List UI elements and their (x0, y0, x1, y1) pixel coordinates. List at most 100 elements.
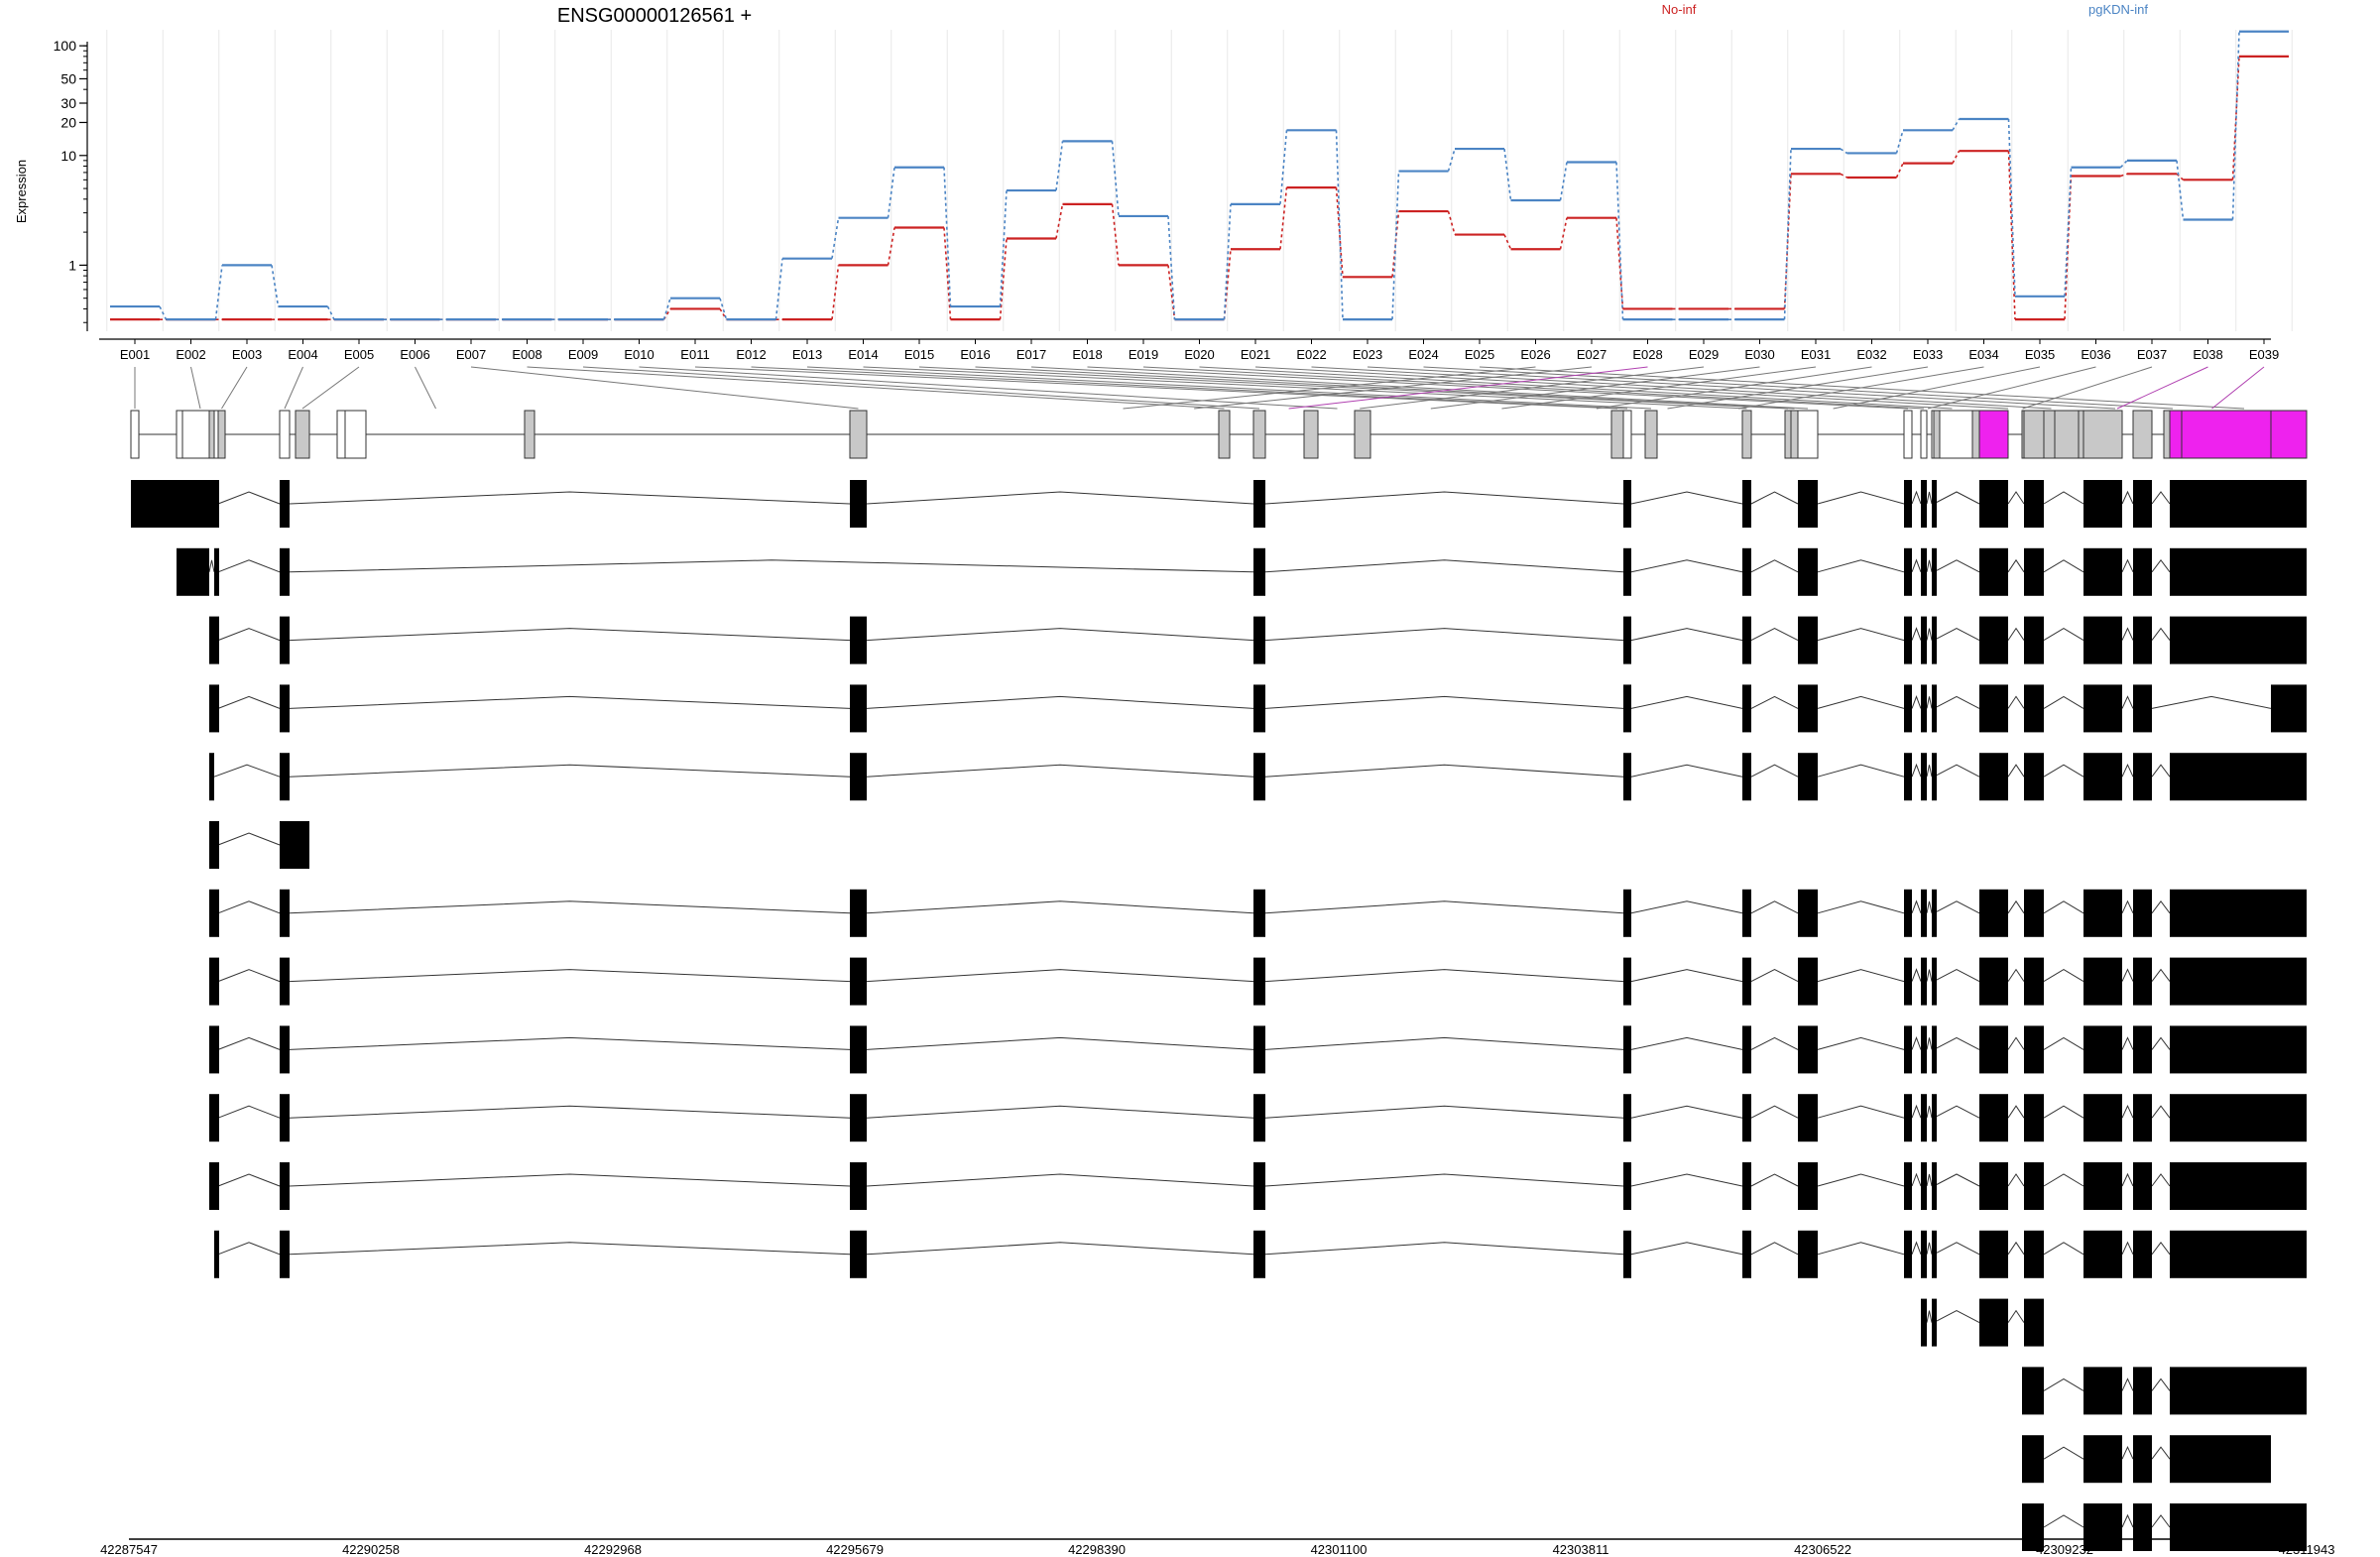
transcript-exon (209, 753, 214, 801)
transcript-exon (2133, 547, 2152, 596)
intron-line (2151, 1036, 2171, 1050)
intron-line (1630, 900, 1743, 914)
series-connector (719, 298, 728, 320)
transcript-exon (850, 616, 867, 664)
transcript-exon (214, 684, 219, 733)
transcript-exon (2133, 1367, 2152, 1415)
exon-connector (1738, 366, 1984, 410)
transcript-exon (1253, 753, 1265, 801)
series-connector (1055, 141, 1064, 191)
gene-model-track (130, 410, 2308, 459)
series-connector (1503, 234, 1512, 250)
exon-connector (751, 366, 1628, 410)
x-tick-label: E028 (1632, 347, 1662, 362)
intron-line (289, 491, 851, 505)
transcript-exon (280, 753, 290, 801)
transcript-exon (850, 889, 867, 937)
transcript-exon (2271, 1094, 2307, 1142)
transcript-exon (2271, 1162, 2307, 1210)
series-lines (110, 30, 2289, 321)
transcript-exon (1932, 684, 1937, 733)
transcript-exon (2024, 1162, 2044, 1210)
intron-line (866, 764, 1254, 778)
y-axis-label: Expression (14, 160, 29, 223)
gene-model-bin (1939, 410, 1973, 459)
intron-line (213, 764, 281, 778)
intron-line (2151, 899, 2171, 914)
y-tick-label: 1 (68, 257, 76, 273)
transcript-exon (850, 1162, 867, 1210)
intron-line (1264, 628, 1624, 642)
gene-model-bin (2054, 410, 2080, 459)
intron-line (1264, 1242, 1624, 1256)
intron-line (2151, 1446, 2171, 1460)
transcript-exon (182, 480, 209, 528)
transcript-exon (1979, 753, 2008, 801)
exon-connector (1087, 366, 1909, 410)
series-connector (2120, 173, 2128, 178)
series-connector (774, 258, 783, 320)
transcript-exon (2271, 957, 2307, 1006)
transcript-exon (2024, 753, 2044, 801)
transcript-exon (2083, 1435, 2122, 1484)
intron-line (289, 559, 1254, 573)
transcript-exon (1253, 957, 1265, 1006)
transcript-exon (1742, 1025, 1751, 1074)
series-connector (831, 217, 840, 259)
transcript-exon (2024, 1230, 2044, 1278)
transcript-exon (1921, 1025, 1927, 1074)
x-tick-label: E008 (512, 347, 541, 362)
intron-line (1630, 695, 1743, 709)
transcript-exon (2271, 547, 2307, 596)
x-tick-label: E014 (848, 347, 878, 362)
gene-model-bin (1252, 410, 1266, 459)
exon-connector (1833, 366, 2041, 410)
series-connector (2231, 31, 2240, 220)
x-tick-label: E004 (288, 347, 317, 362)
x-tick-label: E002 (176, 347, 205, 362)
transcript-exon (1904, 547, 1912, 596)
transcript-exon (1921, 889, 1927, 937)
intron-line (2121, 627, 2134, 641)
intron-line (1911, 763, 1922, 778)
coordinate-tick-label: 42309232 (2036, 1542, 2093, 1557)
intron-line (1933, 1310, 1980, 1324)
gene-model-bin (1790, 410, 1799, 459)
exon-connector (284, 366, 303, 410)
transcript-exon (2083, 1503, 2122, 1551)
transcript-exon (1623, 684, 1631, 733)
intron-line (1630, 491, 1743, 505)
transcript-exon (2271, 1503, 2307, 1551)
transcript-exon (2083, 480, 2122, 528)
transcript-exon (209, 684, 214, 733)
x-tick-label: E024 (1408, 347, 1438, 362)
transcript-exon (2083, 547, 2122, 596)
transcript-tracks (131, 480, 2307, 1551)
x-tick-label: E009 (568, 347, 598, 362)
intron-line (1630, 1036, 1743, 1050)
intron-line (1926, 900, 1933, 913)
intron-line (2007, 627, 2025, 641)
transcript-exon (280, 547, 290, 596)
transcript-exon (2024, 684, 2044, 733)
intron-line (1911, 490, 1922, 505)
intron-line (289, 1105, 851, 1119)
transcript-exon (1979, 1094, 2008, 1142)
series-connector (1111, 141, 1120, 217)
transcript-exon (2133, 957, 2152, 1006)
intron-line (217, 1105, 281, 1119)
intron-line (1750, 969, 1799, 983)
transcript-exon (2271, 1367, 2307, 1415)
intron-line (289, 695, 851, 709)
gene-model-bin (2163, 410, 2171, 459)
transcript-exon (1921, 480, 1927, 528)
intron-line (1817, 1105, 1905, 1119)
transcript-exon (209, 1025, 214, 1074)
transcript-exon (1798, 684, 1818, 733)
gene-model-bin (181, 410, 210, 459)
coordinate-tick-label: 42303811 (1553, 1542, 1609, 1557)
transcript-exon (2133, 1503, 2152, 1551)
intron-line (2121, 1172, 2134, 1187)
transcript-exon (280, 1094, 290, 1142)
gene-model-bin (1644, 410, 1658, 459)
